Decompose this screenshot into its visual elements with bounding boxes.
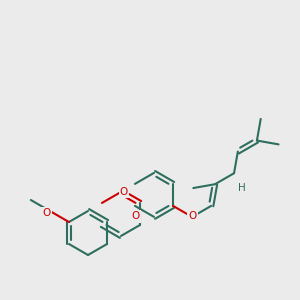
Text: O: O bbox=[131, 211, 140, 221]
Text: O: O bbox=[120, 187, 128, 197]
Text: O: O bbox=[43, 208, 51, 218]
Text: O: O bbox=[188, 211, 196, 221]
Text: H: H bbox=[238, 183, 245, 193]
